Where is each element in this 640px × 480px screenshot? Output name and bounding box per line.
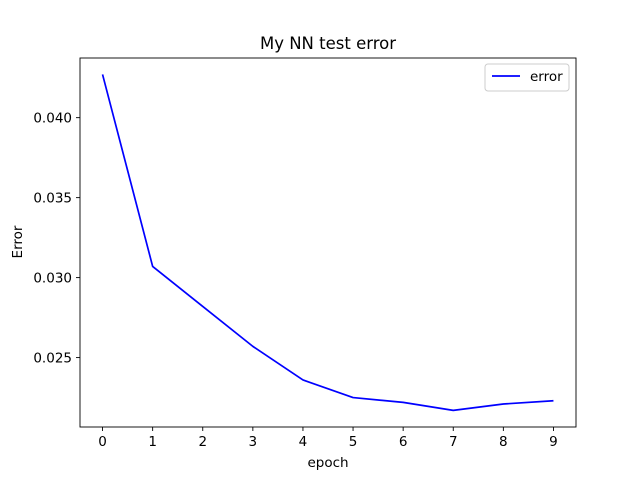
x-tick-label: 8 xyxy=(499,434,508,450)
x-axis-label: epoch xyxy=(307,455,348,471)
x-tick-label: 3 xyxy=(249,434,258,450)
x-tick-label: 4 xyxy=(299,434,308,450)
chart-title: My NN test error xyxy=(260,34,396,53)
x-tick-label: 2 xyxy=(198,434,207,450)
axes-frame xyxy=(79,57,577,428)
plot-area xyxy=(79,57,577,428)
y-tick-label: 0.040 xyxy=(33,111,72,127)
series-layer xyxy=(101,74,554,412)
legend-box xyxy=(484,63,570,92)
legend-entry-error: error xyxy=(530,69,563,85)
legend: error xyxy=(484,63,570,92)
x-axis-ticks: 0 1 2 3 4 5 6 7 8 9 xyxy=(98,427,558,450)
x-tick-label: 6 xyxy=(399,434,408,450)
x-tick-label: 1 xyxy=(148,434,157,450)
x-tick-label: 7 xyxy=(449,434,458,450)
series-line-error xyxy=(101,74,554,412)
x-tick-label: 5 xyxy=(349,434,358,450)
y-tick-label: 0.025 xyxy=(33,351,72,367)
x-tick-label: 9 xyxy=(549,434,558,450)
y-axis-ticks: 0.025 0.030 0.035 0.040 xyxy=(33,111,80,367)
y-tick-label: 0.030 xyxy=(33,271,72,287)
y-axis-label: Error xyxy=(10,225,26,258)
y-tick-label: 0.035 xyxy=(33,191,72,207)
x-tick-label: 0 xyxy=(98,434,107,450)
